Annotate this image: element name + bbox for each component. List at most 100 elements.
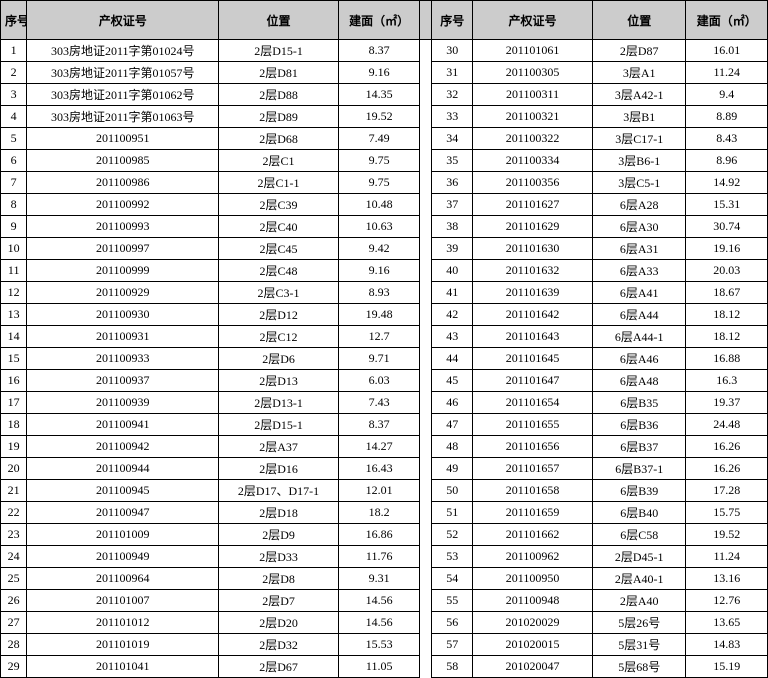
cell-cert-right: 201101654 xyxy=(473,392,593,414)
cell-loc-left: 2层D15-1 xyxy=(219,40,339,62)
table-row: 262011010072层D714.56552011009482层A4012.7… xyxy=(1,590,768,612)
gap-cell xyxy=(420,282,432,304)
cell-cert-left: 303房地证2011字第01024号 xyxy=(27,40,219,62)
cell-cert-left: 303房地证2011字第01057号 xyxy=(27,62,219,84)
table-row: 72011009862层C1-19.75362011003563层C5-114.… xyxy=(1,172,768,194)
cell-loc-left: 2层D12 xyxy=(219,304,339,326)
cell-loc-right: 6层B36 xyxy=(592,414,685,436)
cell-loc-left: 2层D7 xyxy=(219,590,339,612)
cell-seq-left: 2 xyxy=(1,62,27,84)
cell-cert-left: 201100937 xyxy=(27,370,219,392)
cell-loc-right: 3层B1 xyxy=(592,106,685,128)
cell-seq-right: 32 xyxy=(432,84,473,106)
cell-seq-right: 58 xyxy=(432,656,473,678)
cell-cert-right: 201101632 xyxy=(473,260,593,282)
cell-seq-right: 30 xyxy=(432,40,473,62)
cell-area-left: 8.93 xyxy=(338,282,419,304)
cell-loc-left: 2层D16 xyxy=(219,458,339,480)
cell-loc-right: 6层A48 xyxy=(592,370,685,392)
cell-cert-left: 201100931 xyxy=(27,326,219,348)
cell-cert-right: 201101657 xyxy=(473,458,593,480)
cell-area-left: 9.16 xyxy=(338,62,419,84)
cell-seq-right: 33 xyxy=(432,106,473,128)
gap-cell xyxy=(420,40,432,62)
gap-cell xyxy=(420,326,432,348)
cell-area-left: 19.52 xyxy=(338,106,419,128)
gap-cell xyxy=(420,348,432,370)
cell-loc-right: 5层31号 xyxy=(592,634,685,656)
cell-area-right: 24.48 xyxy=(686,414,768,436)
cell-cert-left: 201101007 xyxy=(27,590,219,612)
table-row: 172011009392层D13-17.43462011016546层B3519… xyxy=(1,392,768,414)
cell-seq-left: 10 xyxy=(1,238,27,260)
cell-area-left: 7.43 xyxy=(338,392,419,414)
table-row: 92011009932层C4010.63382011016296层A3030.7… xyxy=(1,216,768,238)
cell-loc-left: 2层D32 xyxy=(219,634,339,656)
cell-area-right: 17.28 xyxy=(686,480,768,502)
cell-area-right: 19.37 xyxy=(686,392,768,414)
cell-area-left: 14.56 xyxy=(338,590,419,612)
cell-loc-left: 2层D67 xyxy=(219,656,339,678)
cell-area-left: 14.35 xyxy=(338,84,419,106)
cell-area-left: 9.31 xyxy=(338,568,419,590)
cell-loc-right: 6层B37-1 xyxy=(592,458,685,480)
cell-area-right: 30.74 xyxy=(686,216,768,238)
cell-area-left: 15.53 xyxy=(338,634,419,656)
cell-cert-left: 201101019 xyxy=(27,634,219,656)
header-cert-left: 产权证号 xyxy=(27,1,219,40)
cell-seq-right: 43 xyxy=(432,326,473,348)
cell-loc-left: 2层D88 xyxy=(219,84,339,106)
cell-cert-left: 201100986 xyxy=(27,172,219,194)
cell-seq-left: 5 xyxy=(1,128,27,150)
cell-area-left: 11.05 xyxy=(338,656,419,678)
cell-seq-right: 53 xyxy=(432,546,473,568)
table-body: 1303房地证2011字第01024号2层D15-18.373020110106… xyxy=(1,40,768,678)
cell-loc-right: 6层A46 xyxy=(592,348,685,370)
cell-seq-left: 23 xyxy=(1,524,27,546)
gap-cell xyxy=(420,524,432,546)
gap-cell xyxy=(420,458,432,480)
cell-cert-right: 201100305 xyxy=(473,62,593,84)
cell-cert-left: 303房地证2011字第01063号 xyxy=(27,106,219,128)
cell-seq-left: 26 xyxy=(1,590,27,612)
gap-cell xyxy=(420,612,432,634)
cell-loc-right: 6层A31 xyxy=(592,238,685,260)
cell-area-right: 9.4 xyxy=(686,84,768,106)
table-row: 62011009852层C19.75352011003343层B6-18.96 xyxy=(1,150,768,172)
gap-cell xyxy=(420,590,432,612)
table-row: 232011010092层D916.86522011016626层C5819.5… xyxy=(1,524,768,546)
cell-cert-left: 201101012 xyxy=(27,612,219,634)
cell-loc-left: 2层A37 xyxy=(219,436,339,458)
cell-loc-left: 2层C1 xyxy=(219,150,339,172)
cell-cert-left: 201100985 xyxy=(27,150,219,172)
cell-seq-left: 27 xyxy=(1,612,27,634)
cell-area-left: 10.63 xyxy=(338,216,419,238)
gap-cell xyxy=(420,480,432,502)
cell-loc-left: 2层C1-1 xyxy=(219,172,339,194)
cell-loc-left: 2层D8 xyxy=(219,568,339,590)
cell-loc-left: 2层C48 xyxy=(219,260,339,282)
cell-area-left: 11.76 xyxy=(338,546,419,568)
cell-loc-right: 5层26号 xyxy=(592,612,685,634)
cell-loc-left: 2层C45 xyxy=(219,238,339,260)
cell-loc-right: 6层A28 xyxy=(592,194,685,216)
cell-cert-right: 201100356 xyxy=(473,172,593,194)
cell-cert-right: 201101655 xyxy=(473,414,593,436)
table-row: 162011009372层D136.03452011016476层A4816.3 xyxy=(1,370,768,392)
cell-loc-left: 2层D13 xyxy=(219,370,339,392)
cell-area-right: 14.92 xyxy=(686,172,768,194)
cell-area-right: 19.16 xyxy=(686,238,768,260)
table-row: 3303房地证2011字第01062号2层D8814.3532201100311… xyxy=(1,84,768,106)
cell-seq-right: 41 xyxy=(432,282,473,304)
cell-seq-left: 9 xyxy=(1,216,27,238)
cell-area-left: 8.37 xyxy=(338,40,419,62)
gap-cell xyxy=(420,634,432,656)
cell-seq-left: 18 xyxy=(1,414,27,436)
cell-cert-left: 303房地证2011字第01062号 xyxy=(27,84,219,106)
cell-seq-right: 36 xyxy=(432,172,473,194)
cell-seq-left: 12 xyxy=(1,282,27,304)
cell-seq-left: 8 xyxy=(1,194,27,216)
cell-seq-left: 21 xyxy=(1,480,27,502)
cell-loc-left: 2层D6 xyxy=(219,348,339,370)
header-loc-right: 位置 xyxy=(592,1,685,40)
